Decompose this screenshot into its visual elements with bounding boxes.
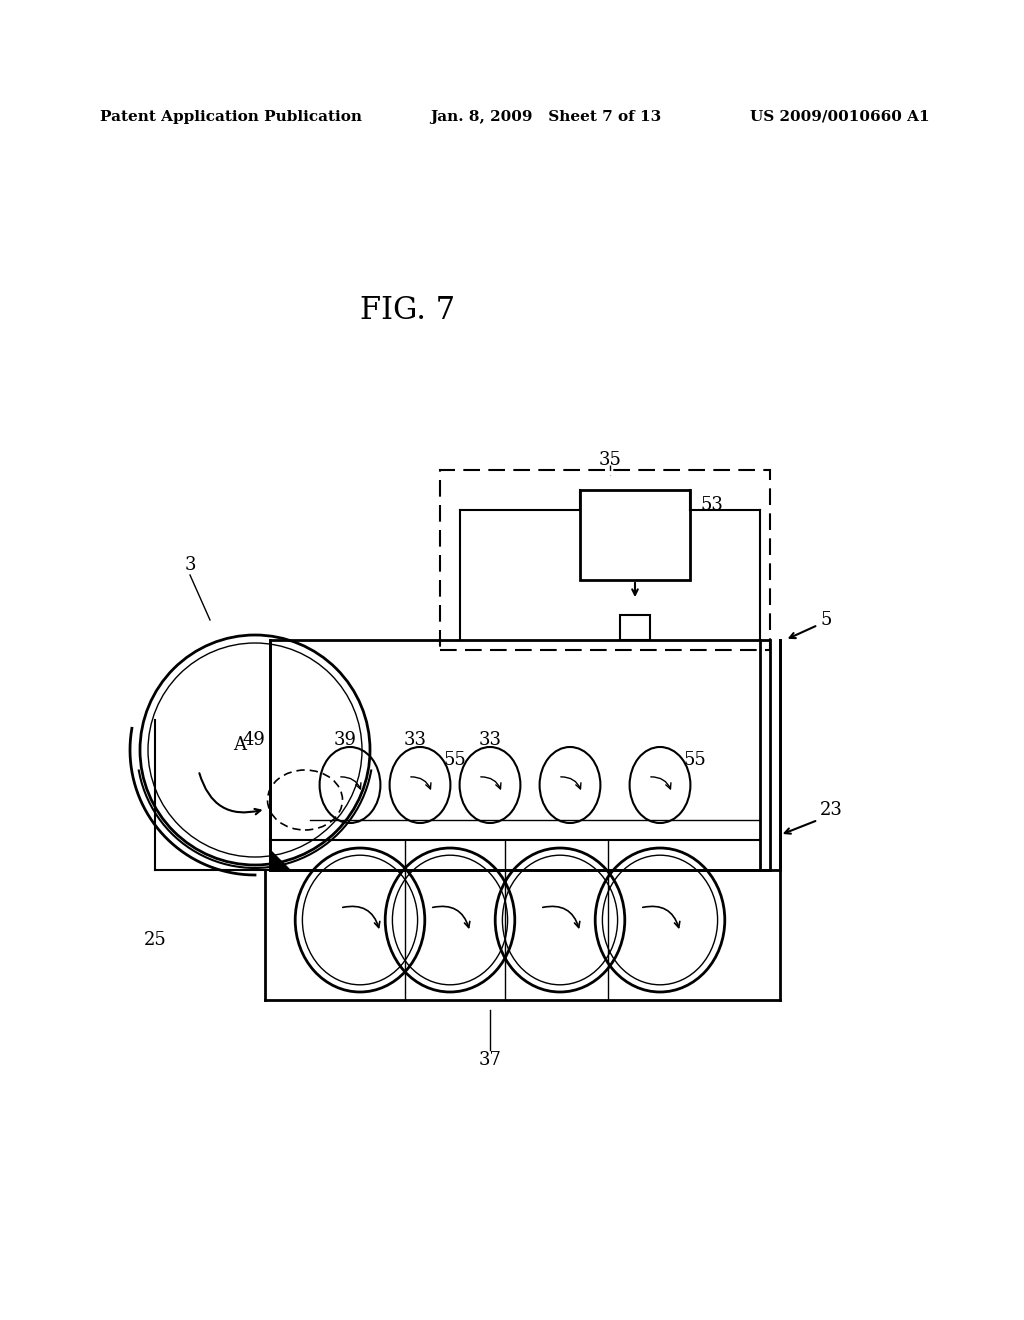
Text: 39: 39 bbox=[334, 731, 356, 748]
Text: 33: 33 bbox=[478, 731, 502, 748]
Text: 55: 55 bbox=[443, 751, 466, 770]
Text: 25: 25 bbox=[143, 931, 166, 949]
Text: A: A bbox=[233, 737, 247, 754]
Polygon shape bbox=[270, 850, 290, 870]
Text: Jan. 8, 2009   Sheet 7 of 13: Jan. 8, 2009 Sheet 7 of 13 bbox=[430, 110, 662, 124]
Text: 49: 49 bbox=[242, 731, 265, 748]
Text: 53: 53 bbox=[700, 496, 723, 513]
Bar bbox=[440, 470, 770, 649]
Bar bbox=[620, 615, 650, 640]
Text: US 2009/0010660 A1: US 2009/0010660 A1 bbox=[750, 110, 930, 124]
Text: 35: 35 bbox=[599, 451, 622, 469]
Text: Patent Application Publication: Patent Application Publication bbox=[100, 110, 362, 124]
Bar bbox=[580, 490, 690, 579]
Text: 37: 37 bbox=[478, 1051, 502, 1069]
Text: 33: 33 bbox=[403, 731, 427, 748]
Text: 55: 55 bbox=[684, 751, 707, 770]
Text: 5: 5 bbox=[820, 611, 831, 630]
Text: FIG. 7: FIG. 7 bbox=[360, 294, 455, 326]
Text: 3: 3 bbox=[185, 556, 197, 574]
Text: 23: 23 bbox=[820, 801, 843, 818]
